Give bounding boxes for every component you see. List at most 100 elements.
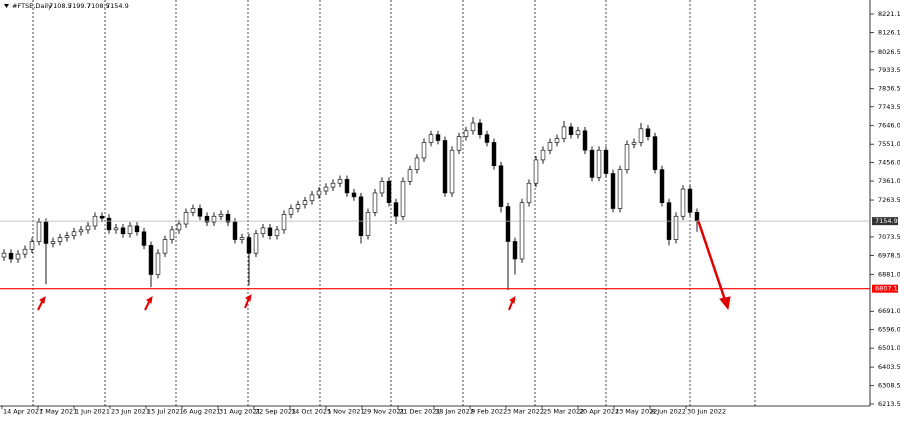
candle-body — [43, 221, 49, 244]
x-tick-label: 22 Sep 2021 — [255, 408, 296, 416]
candle-body — [141, 231, 147, 246]
y-tick-label: 6213.5 — [878, 400, 900, 408]
candle-body — [687, 188, 693, 213]
y-tick-label: 6501.0 — [878, 344, 900, 352]
price-label-box — [872, 217, 898, 226]
y-tick-label: 6691.0 — [878, 307, 900, 315]
candle-body — [512, 241, 518, 260]
candle-body — [295, 204, 301, 209]
candle-body — [239, 237, 245, 240]
x-tick-label: 7 May 2021 — [39, 408, 77, 416]
candle-body — [365, 212, 371, 236]
candle-body — [624, 144, 630, 170]
x-tick-label: 20 Apr 2022 — [579, 408, 619, 416]
candle-body — [407, 169, 413, 182]
candle-body — [183, 212, 189, 225]
support-label-box — [872, 284, 898, 293]
y-tick-label: 6403.5 — [878, 363, 900, 371]
header-high: 7199.7 — [68, 2, 91, 10]
candle-body — [337, 179, 343, 184]
x-tick-label: 14 Apr 2021 — [3, 408, 43, 416]
x-tick-label: 30 Jun 2022 — [687, 408, 726, 416]
arrow-head — [509, 296, 516, 304]
candle-body — [519, 202, 525, 260]
candle-body — [15, 253, 21, 260]
candle-body — [302, 200, 308, 205]
candle-body — [596, 149, 602, 178]
candle-body — [120, 227, 126, 235]
candle-body — [288, 208, 294, 215]
x-tick-label: 29 Nov 2021 — [363, 408, 405, 416]
candle-body — [575, 130, 581, 135]
candle-body — [106, 217, 112, 231]
candle-body — [176, 223, 182, 231]
candle-body — [589, 149, 595, 178]
candle-body — [134, 225, 140, 233]
candle-body — [78, 229, 84, 233]
candle-body — [694, 212, 700, 222]
y-tick-label: 7263.5 — [878, 196, 900, 204]
x-tick-label: 18 Jan 2022 — [435, 408, 474, 416]
candle-body — [29, 241, 35, 250]
candle-body — [470, 122, 476, 132]
arrow-head — [719, 296, 731, 311]
candle-body — [526, 182, 532, 203]
x-tick-label: 5 Nov 2021 — [327, 408, 365, 416]
candle-body — [267, 227, 273, 236]
x-tick-label: 3 Mar 2022 — [507, 408, 544, 416]
y-tick-label: 8026.5 — [878, 48, 900, 56]
candle-body — [316, 190, 322, 196]
x-tick-label: 8 Jun 2022 — [651, 408, 686, 416]
candle-body — [36, 221, 42, 242]
candle-body — [253, 233, 259, 254]
candle-body — [274, 229, 280, 236]
x-tick-label: 14 Oct 2021 — [291, 408, 331, 416]
candle-body — [477, 122, 483, 135]
candle-body — [645, 128, 651, 137]
x-tick-label: 21 Dec 2021 — [399, 408, 441, 416]
y-tick-label: 8126.1 — [878, 28, 900, 36]
candle-body — [57, 237, 63, 242]
candle-body — [540, 149, 546, 161]
candle-body — [113, 227, 119, 231]
candle-body — [127, 225, 133, 235]
arrow-head — [146, 296, 153, 304]
candle-body — [323, 186, 329, 192]
candle-body — [197, 208, 203, 217]
candle-body — [442, 140, 448, 194]
y-tick-label: 7743.5 — [878, 103, 900, 111]
candle-body — [309, 194, 315, 202]
candle-body — [631, 142, 637, 145]
candle-body — [421, 142, 427, 159]
symbol: #FTSE,Daily — [12, 2, 52, 10]
y-tick-label: 7933.5 — [878, 66, 900, 74]
candle-body — [22, 248, 28, 255]
price-label: 7154.9 — [875, 217, 898, 225]
plot — [1, 117, 700, 291]
candle-body — [491, 142, 497, 167]
header-open: 7108.5 — [49, 2, 72, 10]
candle-body — [351, 192, 357, 198]
arrow-head — [39, 296, 46, 304]
y-tick-label: 7646.0 — [878, 122, 900, 130]
candle-body — [246, 237, 252, 254]
candle-body — [484, 134, 490, 143]
menu-triangle[interactable] — [4, 4, 9, 8]
x-tick-label: 31 Aug 2021 — [219, 408, 261, 416]
candle-body — [218, 214, 224, 217]
candle-body — [435, 134, 441, 141]
candle-body — [463, 130, 469, 137]
candle-body — [225, 214, 231, 223]
candle-body — [162, 239, 168, 254]
candle-body — [603, 149, 609, 174]
x-tick-label: 1 Jun 2021 — [75, 408, 110, 416]
candle-body — [148, 245, 154, 275]
candle-body — [281, 214, 287, 231]
candle-body — [617, 169, 623, 209]
candle-body — [610, 173, 616, 209]
candle-body — [358, 196, 364, 236]
y-tick-label: 6978.5 — [878, 251, 900, 259]
x-tick-label: 6 Aug 2021 — [183, 408, 221, 416]
y-tick-label: 7073.5 — [878, 233, 900, 241]
